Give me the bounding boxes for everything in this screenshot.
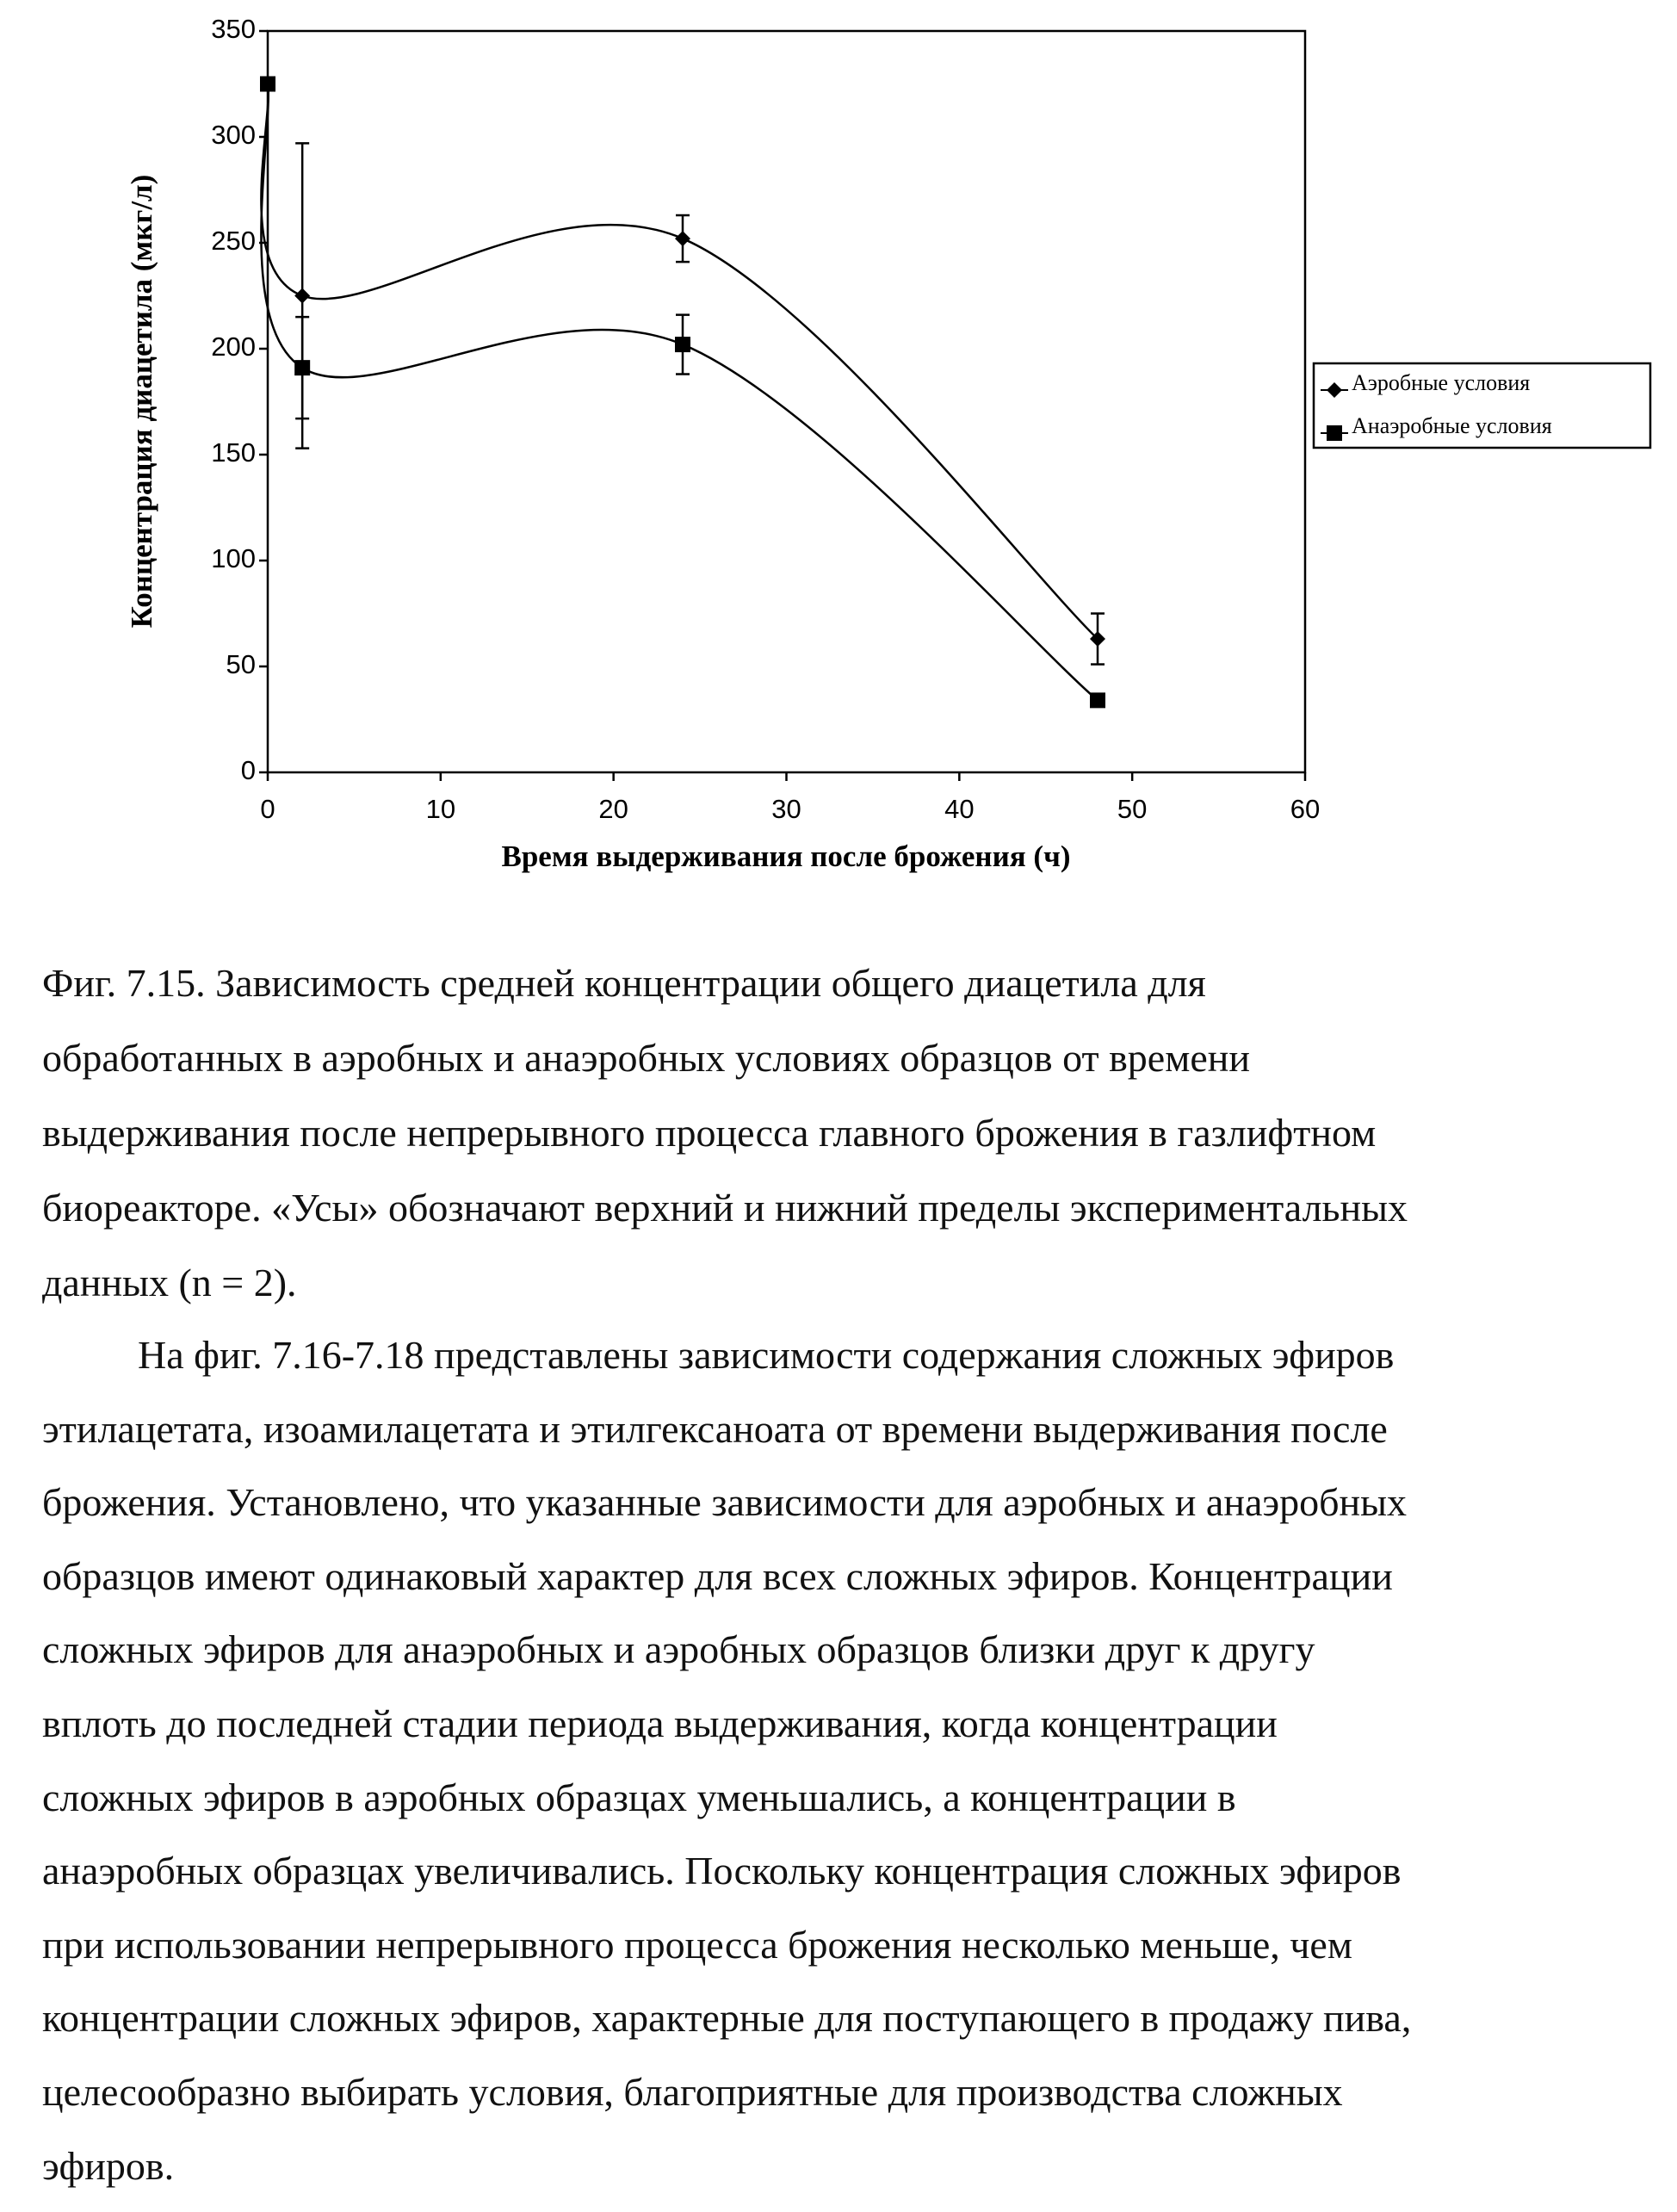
legend-label: Анаэробные условия [1352,413,1552,438]
y-tick-label: 350 [211,14,256,44]
text-line: сложных эфиров для анаэробных и аэробных… [42,1613,1315,1687]
text-line: сложных эфиров в аэробных образцах умень… [42,1761,1236,1835]
text-line: концентрации сложных эфиров, характерные… [42,1981,1411,2055]
text-line: данных (n = 2). [42,1246,297,1320]
chart: Время выдерживания после брожения (ч) Ко… [0,0,1677,913]
marker [675,231,690,246]
text-line: Фиг. 7.15. Зависимость средней концентра… [42,946,1206,1020]
y-tick-label: 50 [226,649,256,679]
text-line: На фиг. 7.16-7.18 представлены зависимос… [138,1318,1394,1392]
legend-label: Аэробные условия [1352,370,1530,395]
x-tick-label: 0 [260,794,275,824]
x-tick-label: 50 [1117,794,1147,824]
y-tick-label: 250 [211,226,256,256]
x-tick-label: 20 [598,794,628,824]
marker [260,77,275,92]
x-axis-title: Время выдерживания после брожения (ч) [501,840,1070,873]
marker [675,337,690,352]
x-tick-label: 30 [771,794,801,824]
text-line: обработанных в аэробных и анаэробных усл… [42,1021,1250,1095]
marker [1090,692,1105,708]
series-line [261,84,1098,640]
x-tick-label: 40 [944,794,974,824]
x-tick-label: 60 [1290,794,1320,824]
text-line: анаэробных образцах увеличивались. Поско… [42,1834,1401,1908]
marker [294,288,310,304]
text-line: выдерживания после непрерывного процесса… [42,1096,1376,1170]
text-line: вплоть до последней стадии периода выдер… [42,1687,1278,1761]
y-tick-label: 0 [241,755,256,785]
text-line: биореакторе. «Усы» обозначают верхний и … [42,1171,1408,1245]
marker [294,360,310,375]
y-tick-label: 100 [211,543,256,573]
text-line: целесообразно выбирать условия, благопри… [42,2055,1343,2129]
y-tick-label: 200 [211,331,256,362]
y-axis-title: Концентрация диацетила (мкг/л) [125,175,158,629]
text-line: этилацетата, изоамилацетата и этилгексан… [42,1392,1388,1466]
text-line: при использовании непрерывного процесса … [42,1908,1352,1982]
text-line: образцов имеют одинаковый характер для в… [42,1540,1393,1614]
x-tick-label: 10 [426,794,455,824]
text-line: эфиров. [42,2129,174,2203]
y-tick-label: 300 [211,120,256,150]
marker [1327,425,1342,441]
series-line [261,84,1098,701]
plot-frame [268,31,1305,772]
text-line: брожения. Установлено, что указанные зав… [42,1465,1407,1540]
y-tick-label: 150 [211,437,256,468]
